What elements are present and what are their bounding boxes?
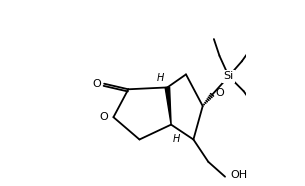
Text: OH: OH [231,170,248,180]
Text: O: O [100,112,109,122]
Polygon shape [165,87,171,125]
Text: H: H [156,73,163,83]
Text: O: O [216,88,224,98]
Text: O: O [92,79,101,89]
Text: H: H [173,134,180,145]
Text: Si: Si [224,71,234,81]
